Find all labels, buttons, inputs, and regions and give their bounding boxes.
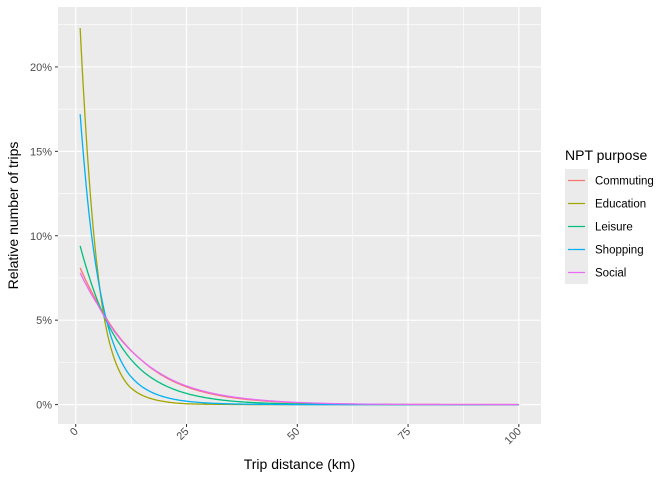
series-layer — [79, 28, 519, 406]
legend-title: NPT purpose — [565, 147, 647, 163]
y-tick-label: 5% — [36, 315, 52, 327]
minor-grid — [58, 7, 541, 424]
y-tick-label: 20% — [30, 62, 52, 74]
plot-panel — [58, 7, 541, 424]
legend-label: Social — [595, 268, 626, 280]
y-axis-title: Relative number of trips — [5, 142, 21, 290]
y-tick-label: 0% — [36, 400, 52, 412]
y-tick-label: 15% — [30, 146, 52, 158]
axis-ticks — [55, 66, 520, 427]
legend-label: Education — [595, 199, 646, 211]
legend-items: Commuting Education Leisure Shopping Social — [565, 169, 654, 284]
legend-label: Shopping — [595, 245, 644, 257]
legend: NPT purpose Commuting Education Leisure Sho… — [565, 147, 654, 284]
y-tick-label: 10% — [30, 231, 52, 243]
legend-label: Commuting — [595, 176, 654, 188]
series-line-social — [79, 272, 519, 406]
x-axis-title: Trip distance (km) — [244, 456, 356, 472]
legend-label: Leisure — [595, 222, 633, 234]
